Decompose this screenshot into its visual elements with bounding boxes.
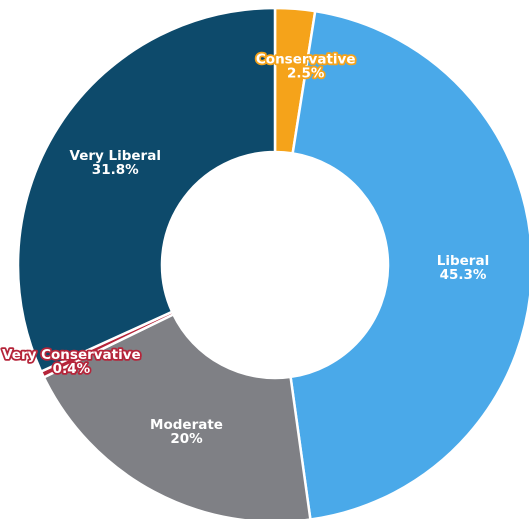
slice-liberal [289, 9, 529, 519]
slice-category-moderate: Moderate [150, 417, 223, 433]
slice-value-very-conservative: 0.4% [53, 361, 91, 377]
donut-labels: Conservative 2.5% Liberal 45.3% Moderate 20% V… [0, 50, 489, 447]
slice-label-very-conservative: Very Conservative 0.4% [2, 347, 141, 377]
slice-category-liberal: Liberal [437, 253, 489, 269]
slice-category-conservative: Conservative [256, 52, 356, 68]
slice-label-moderate: Moderate 20% [150, 417, 223, 447]
slice-category-very-liberal: Very Liberal [69, 148, 160, 164]
slice-label-liberal: Liberal 45.3% [437, 253, 489, 283]
slice-very-liberal [16, 6, 277, 374]
slice-value-very-liberal: 31.8% [92, 162, 139, 178]
slice-category-very-conservative: Very Conservative [2, 347, 141, 363]
slice-value-liberal: 45.3% [440, 267, 487, 283]
slice-value-moderate: 20% [170, 431, 203, 447]
slice-moderate [42, 312, 312, 519]
slice-label-conservative: Conservative 2.5% [256, 52, 356, 82]
slice-value-conservative: 2.5% [287, 66, 325, 82]
donut-slices [16, 6, 529, 519]
slice-label-very-liberal: Very Liberal 31.8% [69, 148, 160, 178]
